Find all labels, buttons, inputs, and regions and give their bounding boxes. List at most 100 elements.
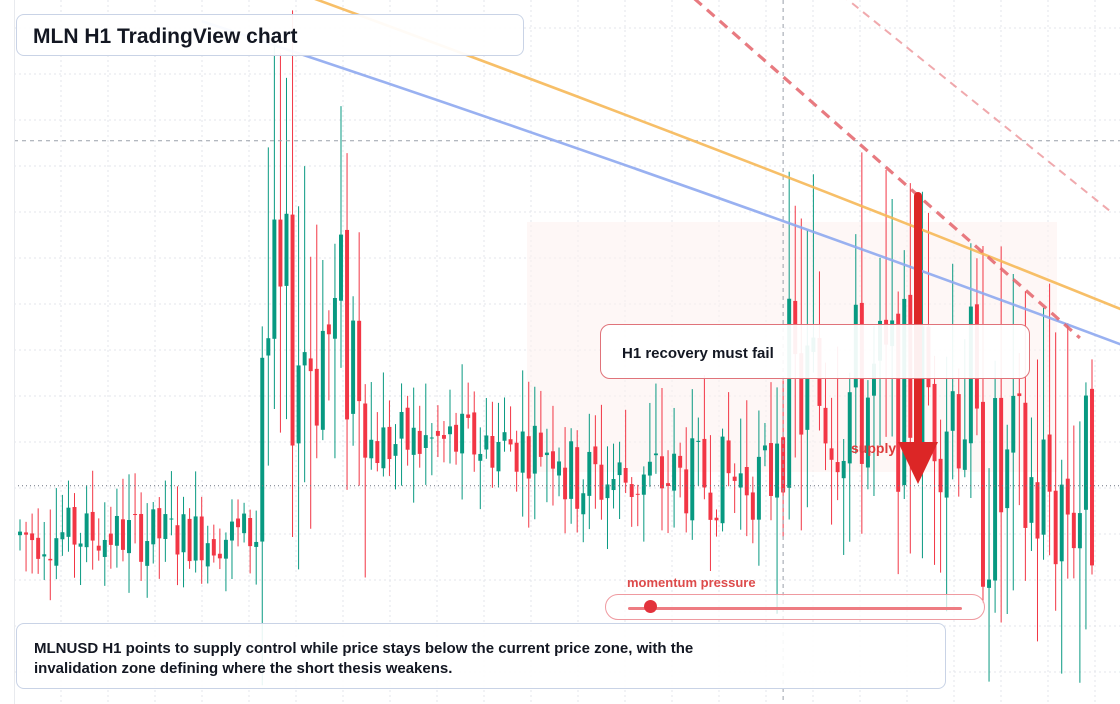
candle-body — [24, 532, 29, 535]
candle-body — [405, 407, 410, 450]
caption-panel: MLNUSD H1 points to supply control while… — [16, 623, 946, 689]
candle-body — [835, 462, 840, 473]
candle-body — [508, 439, 513, 445]
candle-body — [42, 554, 47, 557]
candle-body — [799, 353, 804, 435]
candle-body — [193, 516, 198, 561]
candle-body — [769, 443, 773, 496]
candle-body — [1071, 512, 1076, 549]
candle-body — [593, 446, 598, 465]
candle-body — [308, 358, 313, 372]
candle-body — [248, 517, 253, 547]
candle-body — [187, 518, 192, 562]
candle-body — [102, 539, 107, 557]
candle-body — [738, 473, 743, 488]
candle-body — [1029, 477, 1034, 523]
candle-body — [363, 403, 368, 458]
momentum-label: momentum pressure — [627, 575, 756, 590]
candle-body — [357, 320, 362, 402]
candle-body — [18, 531, 22, 536]
candle-body — [775, 443, 780, 498]
candle-body — [36, 537, 41, 559]
candle-body — [1017, 393, 1022, 397]
candle-body — [1053, 490, 1058, 565]
candle-body — [490, 435, 495, 468]
candle-body — [393, 444, 398, 456]
candle-body — [266, 338, 271, 356]
candle-body — [435, 431, 440, 436]
candle-body — [708, 492, 713, 520]
candle-body — [702, 438, 707, 488]
candle-body — [726, 440, 731, 474]
candle-body — [72, 507, 77, 545]
candle-body — [260, 357, 265, 542]
candle-body — [629, 484, 634, 497]
candle-body — [290, 214, 295, 446]
candle-body — [920, 326, 925, 457]
momentum-slider[interactable] — [605, 594, 985, 620]
candle-body — [557, 461, 562, 476]
candle-body — [84, 513, 89, 548]
candle-body — [932, 383, 937, 462]
candle-body — [284, 213, 289, 286]
candle-body — [902, 298, 907, 486]
candle-body — [145, 541, 150, 566]
candle-body — [623, 467, 628, 483]
caption-text: MLNUSD H1 points to supply control while… — [34, 640, 694, 677]
trendline — [693, 0, 1081, 340]
candle-body — [60, 532, 65, 540]
candle-body — [1041, 439, 1046, 535]
candle-body — [956, 394, 961, 469]
candle-body — [496, 441, 501, 472]
candle-body — [520, 431, 525, 473]
candle-body — [139, 513, 144, 562]
candle-body — [950, 391, 955, 431]
candle-body — [175, 525, 180, 555]
candle-body — [666, 483, 671, 486]
candle-body — [254, 541, 259, 547]
candle-body — [314, 368, 319, 426]
candle-body — [544, 452, 549, 456]
candle-body — [369, 439, 374, 459]
candle-body — [320, 330, 325, 430]
candle-body — [690, 438, 695, 521]
signal-text: H1 recovery must fail — [622, 345, 774, 362]
candle-body — [1090, 388, 1094, 566]
candle-body — [302, 352, 307, 366]
candle-body — [981, 401, 985, 587]
candle-body — [484, 435, 489, 450]
candle-body — [181, 514, 186, 553]
candle-body — [1023, 402, 1028, 528]
candle-body — [647, 461, 652, 476]
candle-body — [460, 413, 465, 454]
candle-body — [423, 435, 428, 448]
candle-body — [859, 302, 864, 464]
candle-body — [242, 513, 247, 534]
candle-body — [399, 411, 404, 439]
candle-body — [66, 507, 71, 537]
candle-body — [332, 297, 337, 339]
candle-body — [660, 456, 664, 489]
signal-callout: H1 recovery must fail — [600, 324, 1030, 379]
candle-body — [108, 533, 113, 545]
candle-body — [550, 451, 555, 469]
candle-body — [151, 509, 156, 545]
candle-body — [205, 543, 210, 567]
candle-body — [387, 426, 392, 460]
candle-body — [599, 464, 604, 500]
candle-body — [653, 453, 658, 456]
candle-body — [575, 447, 580, 509]
candle-body — [133, 514, 138, 516]
candle-body — [48, 558, 53, 561]
momentum-knob[interactable] — [644, 600, 657, 613]
candle-body — [381, 427, 386, 469]
candle-body — [714, 517, 719, 521]
candle-body — [756, 456, 761, 520]
candle-body — [993, 398, 998, 581]
candle-body — [563, 467, 568, 500]
candle-body — [538, 432, 543, 457]
candle-body — [1047, 434, 1052, 492]
candle-body — [762, 445, 767, 451]
candle-body — [272, 219, 277, 339]
candle-body — [514, 442, 519, 472]
